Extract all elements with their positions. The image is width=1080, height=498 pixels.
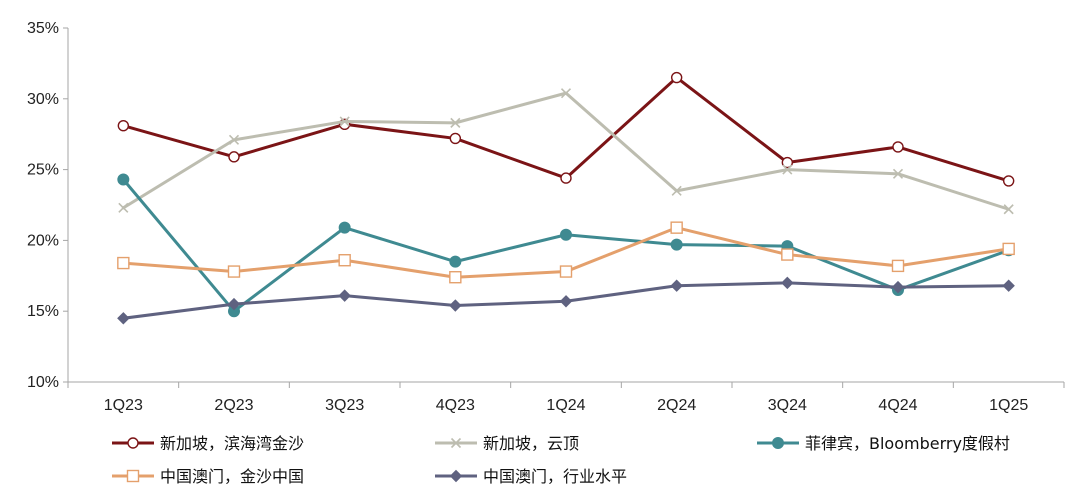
y-tick-label: 30% [27,91,59,108]
data-point [1002,279,1015,292]
data-point [891,280,905,294]
data-point [559,265,573,278]
legend-label: 中国澳门，行业水平 [483,467,627,486]
data-point [228,151,240,163]
data-point [117,312,130,325]
legend-item: 新加坡，云顶 [435,434,579,453]
legend-item: 中国澳门，金沙中国 [112,467,304,486]
legend-marker [449,469,463,483]
data-point [560,228,572,241]
series-0 [117,71,1015,187]
data-point [449,271,462,284]
legend-label: 中国澳门，金沙中国 [160,467,304,486]
y-tick-label: 10% [27,374,59,391]
y-tick-label: 25% [27,162,59,179]
data-point [450,117,461,128]
legend-marker [127,437,139,449]
legend-item: 中国澳门，行业水平 [435,467,627,486]
data-point [338,221,351,234]
data-point [117,120,130,132]
data-point [449,255,462,268]
data-point [670,279,683,292]
data-point [449,299,462,312]
series-layer [117,71,1015,325]
data-point [338,254,351,267]
y-tick-label: 15% [27,303,59,320]
legend: 新加坡，滨海湾金沙 新加坡，云顶 菲律宾，Bloomberry度假村中国澳门，金沙中… [112,434,1010,486]
legend-item: 菲律宾，Bloomberry度假村 [757,434,1010,453]
data-point [1002,242,1015,256]
data-point [339,116,350,127]
data-point [449,132,462,145]
legend-marker [126,469,140,483]
x-tick-label: 1Q23 [104,397,143,414]
data-point [227,265,241,278]
series-3 [117,221,1015,284]
data-point [781,248,794,261]
legend-label: 新加坡，滨海湾金沙 [160,434,304,453]
data-point [781,156,794,169]
x-tick-label: 4Q23 [436,397,475,414]
series-line [121,178,1011,313]
data-point [670,221,683,234]
legend-marker [772,437,784,449]
legend-label: 新加坡，云顶 [483,434,579,453]
legend-marker [450,437,462,449]
data-point [1002,175,1015,187]
x-tick-label: 1Q24 [546,397,585,414]
data-point [671,185,682,196]
data-point [117,173,130,186]
y-tick-label: 20% [27,232,59,249]
series-1 [118,88,1014,215]
x-tick-label: 1Q25 [989,397,1028,414]
data-point [892,141,904,153]
data-point [892,168,904,179]
data-point [781,276,794,290]
x-tick-label: 2Q23 [214,397,253,414]
data-point [1003,204,1014,215]
data-point [227,297,241,311]
data-point [117,256,130,270]
data-point [670,238,683,251]
series-4 [117,276,1015,325]
axes: 10% 15% 20% 25% 30% 35% 1Q23 2Q23 3Q23 4Q23 1Q24 2Q… [27,20,1065,414]
data-point [782,164,793,175]
y-tick-label: 35% [27,20,59,37]
legend-label: 菲律宾，Bloomberry度假村 [805,434,1010,453]
data-point [559,295,573,308]
x-tick-label: 3Q23 [325,397,364,414]
x-tick-label: 3Q24 [768,397,807,414]
data-point [560,88,572,99]
data-point [891,259,905,273]
x-tick-label: 2Q24 [657,397,696,414]
data-point [560,172,572,184]
x-tick-label: 4Q24 [878,397,917,414]
data-point [670,71,683,84]
data-point [118,202,129,213]
data-point [228,134,240,145]
data-point [338,289,351,302]
legend-item: 新加坡，滨海湾金沙 [112,434,304,453]
